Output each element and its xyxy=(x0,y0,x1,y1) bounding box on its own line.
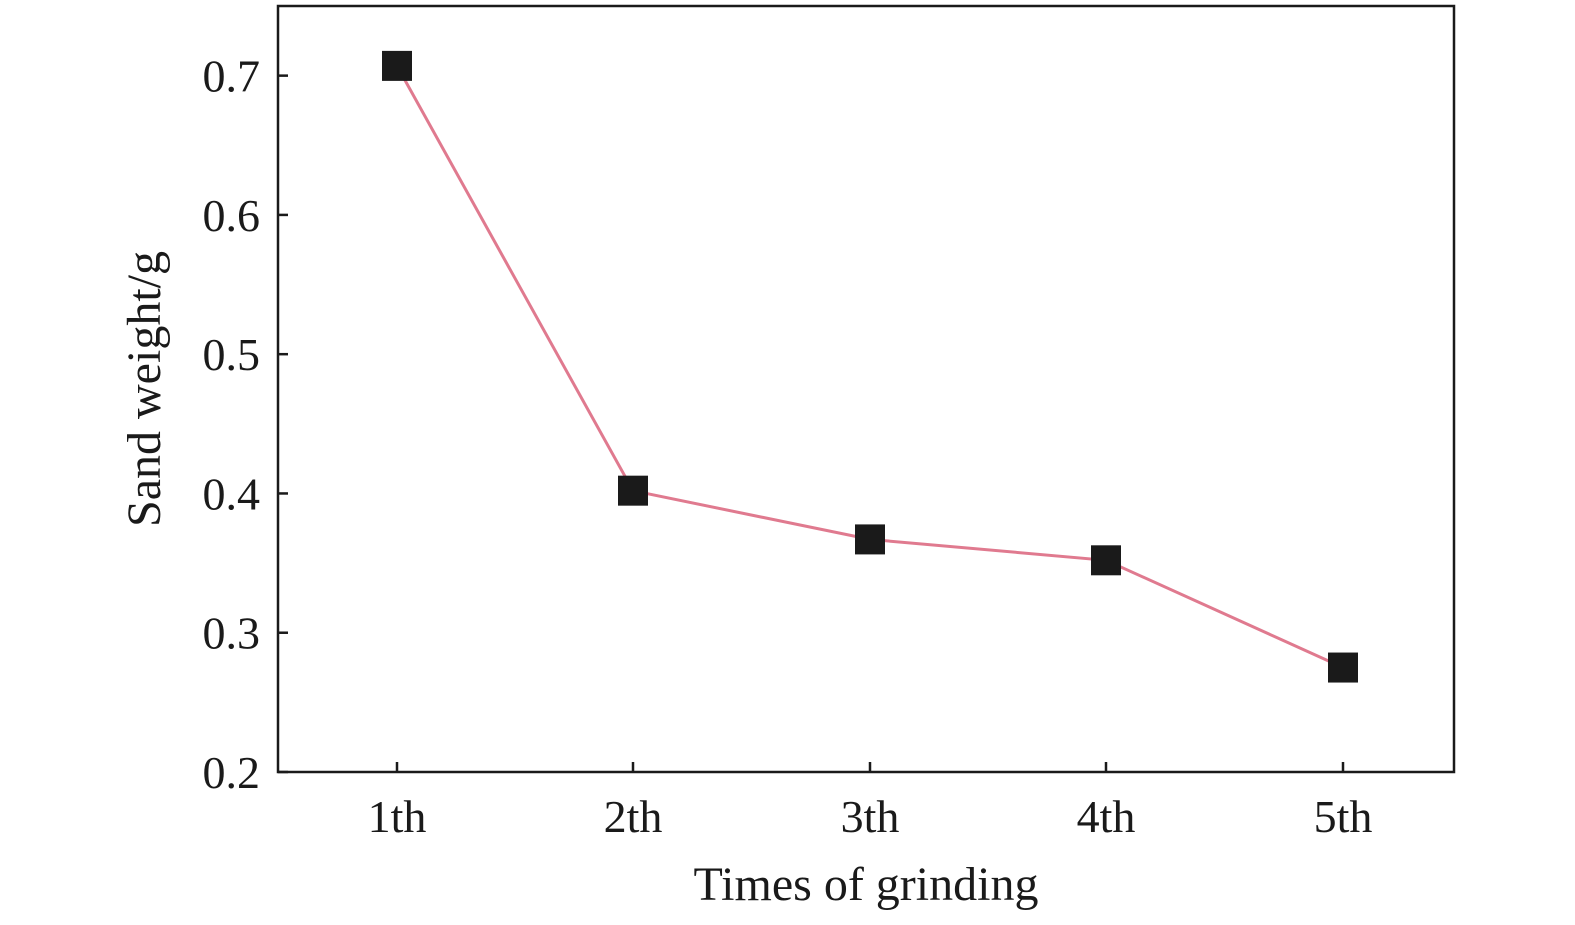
data-point-marker xyxy=(618,475,648,506)
x-tick-label: 4th xyxy=(1077,791,1136,842)
x-tick-label: 5th xyxy=(1314,791,1373,842)
data-point-marker xyxy=(1328,652,1358,683)
y-tick-label: 0.5 xyxy=(203,329,261,380)
x-tick-label: 2th xyxy=(604,791,663,842)
x-axis-ticks: 1th 2th 3th 4th 5th xyxy=(368,762,1373,842)
x-tick-label: 1th xyxy=(368,791,427,842)
data-point-marker xyxy=(1091,545,1121,576)
data-point-marker xyxy=(855,524,885,555)
x-tick-label: 3th xyxy=(841,791,900,842)
plot-frame xyxy=(276,4,1456,774)
y-tick-label: 0.6 xyxy=(203,190,261,241)
y-tick-label: 0.2 xyxy=(203,747,261,798)
y-tick-label: 0.7 xyxy=(203,51,261,102)
data-point-marker xyxy=(382,50,412,81)
y-tick-label: 0.4 xyxy=(203,468,261,519)
y-tick-label: 0.3 xyxy=(203,608,261,659)
y-axis-title: Sand weight/g xyxy=(118,251,171,527)
x-axis-title: Times of grinding xyxy=(694,858,1039,911)
data-markers xyxy=(382,50,1358,683)
series-line xyxy=(395,65,1344,669)
y-axis-ticks: 0.2 0.3 0.4 0.5 0.6 0.7 xyxy=(203,51,288,798)
